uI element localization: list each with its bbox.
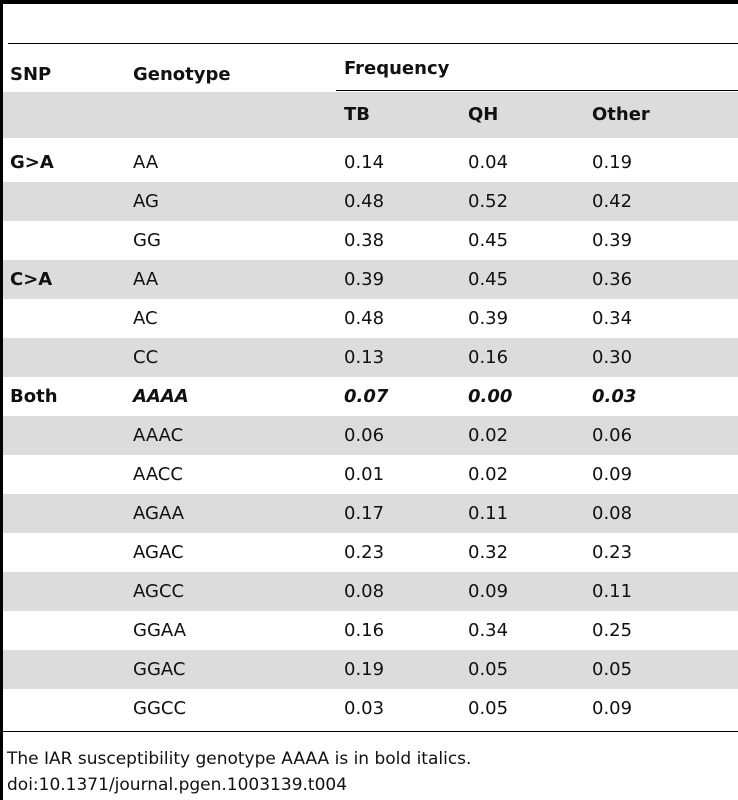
table-row: AAAC 0.06 0.02 0.06 xyxy=(3,416,738,455)
tb-cell: 0.01 xyxy=(344,464,385,485)
table-row: AC 0.48 0.39 0.34 xyxy=(3,299,738,338)
other-cell: 0.34 xyxy=(592,308,633,329)
header-frequency: Frequency xyxy=(344,58,450,79)
qh-cell: 0.52 xyxy=(468,191,509,212)
other-cell: 0.23 xyxy=(592,542,633,563)
table-row: AGAA 0.17 0.11 0.08 xyxy=(3,494,738,533)
genotype-cell: AA xyxy=(133,269,159,290)
other-cell: 0.09 xyxy=(592,698,633,719)
bottom-rule xyxy=(0,731,738,732)
other-cell: 0.30 xyxy=(592,347,633,368)
table-row: CC 0.13 0.16 0.30 xyxy=(3,338,738,377)
subheader-row: TB QH Other xyxy=(3,92,738,138)
qh-cell: 0.04 xyxy=(468,152,509,173)
genotype-cell: AA xyxy=(133,152,159,173)
qh-cell: 0.39 xyxy=(468,308,509,329)
table-row: GGAA 0.16 0.34 0.25 xyxy=(3,611,738,650)
header-other: Other xyxy=(592,104,650,125)
table-row: AGCC 0.08 0.09 0.11 xyxy=(3,572,738,611)
top-rule xyxy=(0,0,738,4)
tb-cell: 0.23 xyxy=(344,542,385,563)
other-cell: 0.19 xyxy=(592,152,633,173)
other-cell: 0.08 xyxy=(592,503,633,524)
qh-cell: 0.02 xyxy=(468,425,509,446)
snp-cell: Both xyxy=(10,386,58,407)
genotype-cell: AGAC xyxy=(133,542,184,563)
header-snp: SNP xyxy=(10,64,52,85)
other-cell: 0.11 xyxy=(592,581,633,602)
tb-cell: 0.16 xyxy=(344,620,385,641)
genotype-cell: AC xyxy=(133,308,158,329)
genotype-cell: AGCC xyxy=(133,581,185,602)
genotype-cell: AAAC xyxy=(133,425,184,446)
footnote: The IAR susceptibility genotype AAAA is … xyxy=(7,749,472,769)
qh-cell: 0.00 xyxy=(468,386,513,407)
tb-cell: 0.03 xyxy=(344,698,385,719)
table-row: Both AAAA 0.07 0.00 0.03 xyxy=(3,377,738,416)
table-body: G>A AA 0.14 0.04 0.19 AG 0.48 0.52 0.42 GG 0.38 0.4… xyxy=(3,143,738,728)
qh-cell: 0.45 xyxy=(468,269,509,290)
qh-cell: 0.45 xyxy=(468,230,509,251)
table-row: AG 0.48 0.52 0.42 xyxy=(3,182,738,221)
tb-cell: 0.13 xyxy=(344,347,385,368)
tb-cell: 0.48 xyxy=(344,191,385,212)
other-cell: 0.03 xyxy=(592,386,637,407)
genotype-cell: CC xyxy=(133,347,159,368)
tb-cell: 0.38 xyxy=(344,230,385,251)
table-row: C>A AA 0.39 0.45 0.36 xyxy=(3,260,738,299)
qh-cell: 0.02 xyxy=(468,464,509,485)
qh-cell: 0.34 xyxy=(468,620,509,641)
frequency-rule xyxy=(336,90,738,91)
tb-cell: 0.17 xyxy=(344,503,385,524)
genotype-cell: AGAA xyxy=(133,503,185,524)
qh-cell: 0.32 xyxy=(468,542,509,563)
qh-cell: 0.09 xyxy=(468,581,509,602)
other-cell: 0.42 xyxy=(592,191,633,212)
qh-cell: 0.05 xyxy=(468,659,509,680)
other-cell: 0.39 xyxy=(592,230,633,251)
other-cell: 0.09 xyxy=(592,464,633,485)
tb-cell: 0.14 xyxy=(344,152,385,173)
genotype-cell: AACC xyxy=(133,464,183,485)
table-row: G>A AA 0.14 0.04 0.19 xyxy=(3,143,738,182)
qh-cell: 0.16 xyxy=(468,347,509,368)
table-row: GGCC 0.03 0.05 0.09 xyxy=(3,689,738,728)
header-tb: TB xyxy=(344,104,370,125)
other-cell: 0.25 xyxy=(592,620,633,641)
genotype-cell: GGAA xyxy=(133,620,187,641)
tb-cell: 0.06 xyxy=(344,425,385,446)
tb-cell: 0.48 xyxy=(344,308,385,329)
table-row: AGAC 0.23 0.32 0.23 xyxy=(3,533,738,572)
tb-cell: 0.07 xyxy=(344,386,389,407)
table-row: AACC 0.01 0.02 0.09 xyxy=(3,455,738,494)
tb-cell: 0.39 xyxy=(344,269,385,290)
qh-cell: 0.05 xyxy=(468,698,509,719)
snp-cell: C>A xyxy=(10,269,53,290)
tb-cell: 0.08 xyxy=(344,581,385,602)
genotype-cell: GG xyxy=(133,230,161,251)
table-row: GG 0.38 0.45 0.39 xyxy=(3,221,738,260)
doi-text: doi:10.1371/journal.pgen.1003139.t004 xyxy=(7,775,348,795)
header-genotype: Genotype xyxy=(133,64,231,85)
genotype-cell: AG xyxy=(133,191,159,212)
qh-cell: 0.11 xyxy=(468,503,509,524)
header-rule xyxy=(8,43,738,44)
tb-cell: 0.19 xyxy=(344,659,385,680)
other-cell: 0.36 xyxy=(592,269,633,290)
table-row: GGAC 0.19 0.05 0.05 xyxy=(3,650,738,689)
header-qh: QH xyxy=(468,104,499,125)
snp-cell: G>A xyxy=(10,152,54,173)
genotype-cell: AAAA xyxy=(133,386,189,407)
genotype-cell: GGCC xyxy=(133,698,187,719)
other-cell: 0.05 xyxy=(592,659,633,680)
genotype-cell: GGAC xyxy=(133,659,186,680)
other-cell: 0.06 xyxy=(592,425,633,446)
